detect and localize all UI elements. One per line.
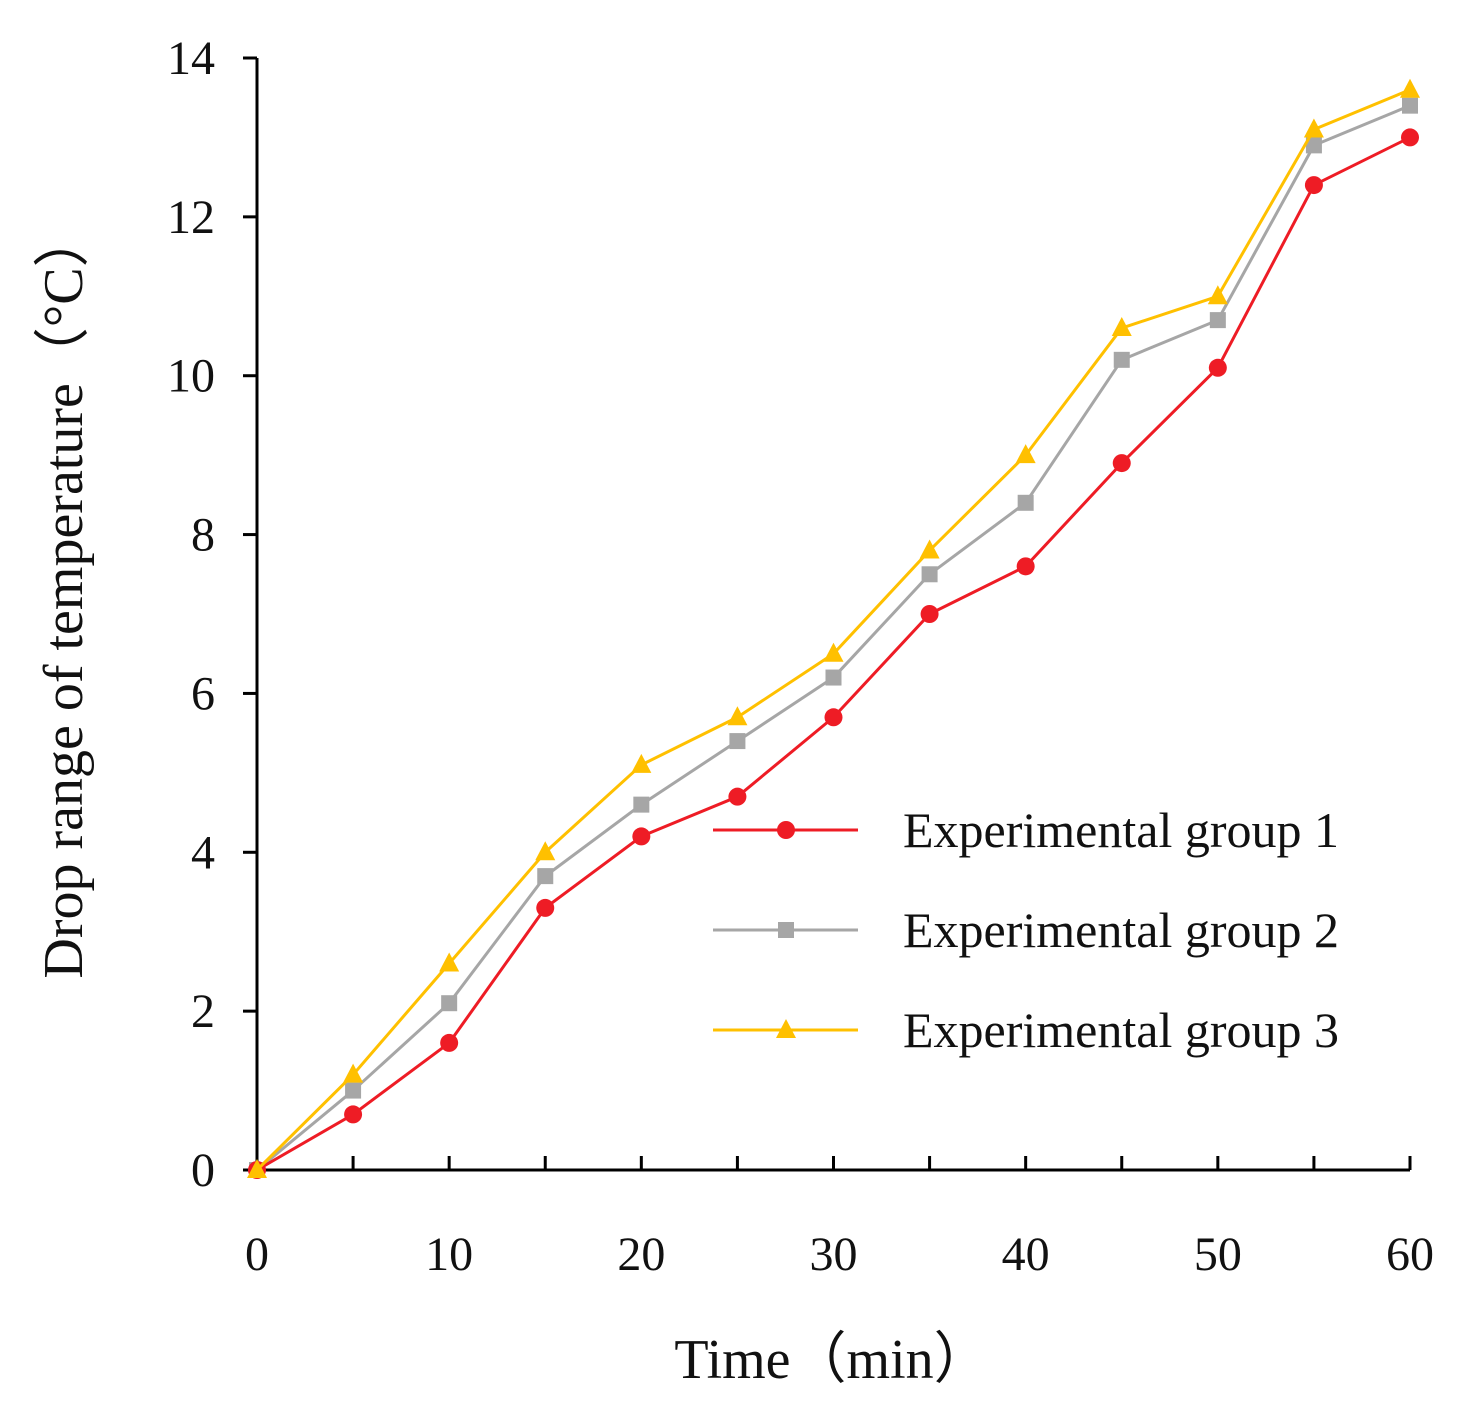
- data-point: [631, 753, 652, 773]
- legend-marker: [776, 1019, 796, 1038]
- legend-item-2: Experimental group 2: [713, 902, 1339, 958]
- data-point: [823, 642, 844, 662]
- data-point: [1017, 494, 1034, 511]
- data-point: [344, 1105, 363, 1124]
- y-axis: 0 2 4 6 8 10 12 14: [167, 32, 259, 1197]
- x-tick-label: 0: [245, 1228, 269, 1281]
- data-point: [345, 1082, 362, 1099]
- y-tick-label: 12: [167, 191, 215, 244]
- y-tick-label: 8: [191, 509, 215, 562]
- y-tick-label: 4: [191, 826, 215, 879]
- x-axis: 0 10 20 30 40 50 60: [245, 1156, 1434, 1281]
- legend: Experimental group 1 Experimental group 2…: [713, 802, 1339, 1058]
- y-axis-title: Drop range of temperature（°C）: [33, 211, 95, 978]
- data-point: [247, 1159, 267, 1178]
- y-tick-label: 14: [167, 32, 215, 85]
- series-3: [247, 78, 1420, 1178]
- data-point: [1304, 176, 1323, 195]
- data-point: [633, 796, 650, 813]
- data-point: [1015, 444, 1036, 464]
- legend-label: Experimental group 1: [903, 802, 1339, 858]
- data-point: [824, 708, 843, 727]
- data-point: [439, 952, 460, 972]
- data-point: [1400, 78, 1420, 98]
- x-tick-label: 20: [617, 1228, 665, 1281]
- data-point: [1016, 557, 1035, 576]
- data-point: [727, 706, 748, 726]
- data-point: [1207, 285, 1228, 305]
- legend-item-1: Experimental group 1: [713, 802, 1339, 858]
- y-tick-label: 2: [191, 985, 215, 1038]
- x-axis-title: Time（min）: [674, 1329, 989, 1391]
- data-point: [1303, 118, 1324, 138]
- data-point: [536, 898, 555, 917]
- data-point: [1402, 97, 1418, 114]
- data-point: [535, 841, 556, 861]
- legend-marker: [777, 821, 795, 839]
- data-point: [632, 827, 651, 846]
- x-tick-label: 60: [1386, 1228, 1434, 1281]
- y-tick-label: 0: [191, 1144, 215, 1197]
- data-point: [1111, 317, 1132, 337]
- data-point: [537, 868, 554, 885]
- data-point: [1305, 137, 1322, 154]
- data-point: [440, 1033, 459, 1052]
- x-tick-label: 30: [810, 1228, 858, 1281]
- data-point: [441, 995, 458, 1012]
- data-point: [1401, 128, 1419, 147]
- data-point: [343, 1063, 364, 1083]
- legend-marker: [778, 922, 794, 938]
- legend-label: Experimental group 2: [903, 902, 1339, 958]
- data-point: [729, 733, 746, 750]
- y-tick-label: 6: [191, 667, 215, 720]
- data-point: [1112, 454, 1131, 473]
- legend-label: Experimental group 3: [903, 1002, 1339, 1058]
- data-point: [921, 566, 938, 583]
- data-point: [1208, 358, 1227, 377]
- data-point: [1209, 312, 1226, 329]
- x-tick-label: 40: [1002, 1228, 1050, 1281]
- data-point: [728, 787, 747, 806]
- x-tick-label: 50: [1194, 1228, 1242, 1281]
- data-point: [1113, 351, 1130, 368]
- x-tick-label: 10: [425, 1228, 473, 1281]
- legend-item-3: Experimental group 3: [713, 1002, 1339, 1058]
- data-point: [919, 539, 940, 559]
- series-layer: [247, 78, 1420, 1179]
- data-point: [825, 669, 842, 686]
- y-tick-label: 10: [167, 350, 215, 403]
- data-point: [920, 605, 939, 623]
